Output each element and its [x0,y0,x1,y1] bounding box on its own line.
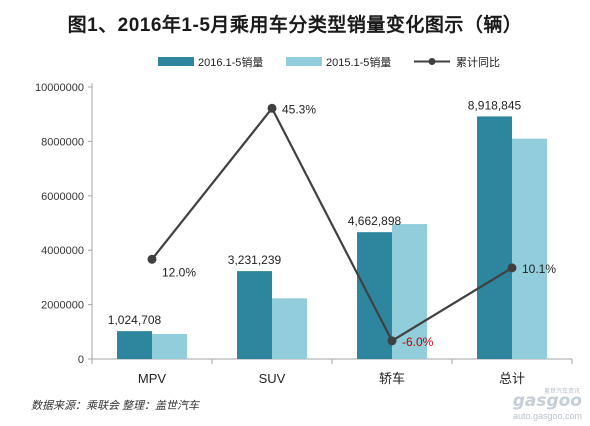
yoy-point [387,336,397,346]
gasgoo-watermark: 盖世汽车资讯 gasgoo auto.gasgoo.com [494,386,586,422]
bar-2015 [152,333,187,359]
bar-2016 [237,271,272,359]
x-tick-label: 总计 [499,371,525,386]
legend-line-marker [428,58,436,65]
legend-label: 2016.1-5销量 [198,55,263,69]
y-tick-label: 6000000 [41,191,84,203]
y-tick-label: 4000000 [41,245,84,257]
x-tick-label: MPV [138,371,167,386]
yoy-data-label: 10.1% [522,262,556,276]
yoy-line [151,106,513,343]
y-tick-label: 10000000 [35,82,84,94]
bar-data-label: 1,024,708 [108,313,162,327]
x-tick-label: 轿车 [379,371,405,386]
bar-2015 [512,138,547,359]
legend-label: 2015.1-5销量 [326,55,391,69]
legend-label: 累计同比 [456,56,500,69]
watermark-cn-text: 盖世汽车资讯 [543,389,580,395]
legend-swatch [286,57,322,66]
bar-2016 [117,331,152,359]
bar-2016 [477,116,512,360]
bar-data-label: 4,662,898 [348,214,402,228]
data-source-note: 数据来源：乘联会 整理：盖世汽车 [31,400,200,412]
yoy-data-label: 12.0% [162,265,196,279]
bar-2015 [272,298,307,359]
yoy-point [267,103,277,113]
bar-2016 [357,232,392,359]
watermark-url: auto.gasgoo.com [512,411,582,421]
yoy-data-label: 45.3% [282,102,316,116]
x-tick-label: SUV [259,371,286,386]
chart-title: 图1、2016年1-5月乘用车分类型销量变化图示（辆） [67,15,523,36]
watermark-logo: gasgoo [512,391,582,411]
y-tick-label: 0 [78,354,84,366]
y-tick-label: 2000000 [41,300,84,312]
y-tick-label: 8000000 [41,136,84,148]
yoy-point [147,254,157,264]
yoy-data-label: -6.0% [402,335,434,349]
legend-swatch [158,57,194,66]
bar-data-label: 8,918,845 [468,98,522,112]
bar-data-label: 3,231,239 [228,253,282,267]
yoy-point [507,263,517,273]
